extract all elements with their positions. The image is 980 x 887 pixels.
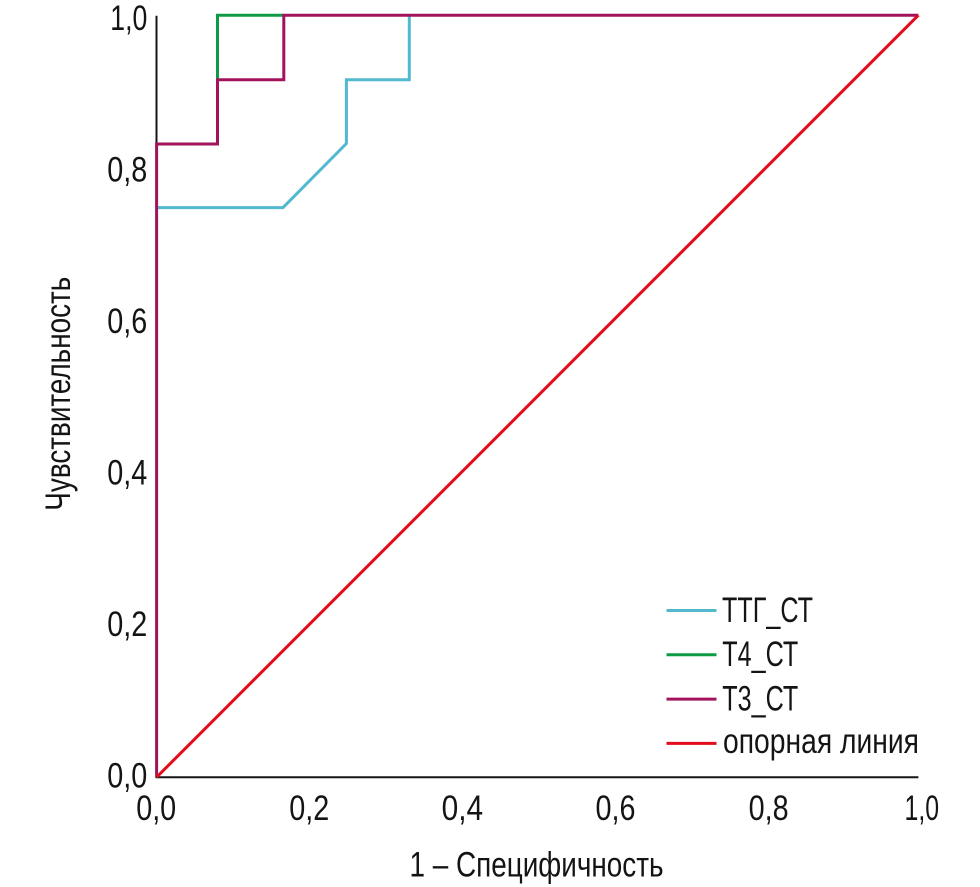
svg-text:Т3_СТ: Т3_СТ <box>722 679 798 719</box>
svg-text:1,0: 1,0 <box>905 788 940 828</box>
svg-text:0,8: 0,8 <box>107 149 147 189</box>
svg-text:0,8: 0,8 <box>749 788 789 828</box>
svg-text:0,0: 0,0 <box>136 788 176 828</box>
svg-text:Чувствительность: Чувствительность <box>38 277 78 511</box>
svg-text:опорная линия: опорная линия <box>723 721 919 761</box>
svg-text:0,2: 0,2 <box>107 604 147 644</box>
svg-text:0,6: 0,6 <box>107 301 147 341</box>
svg-text:1 – Специфичность: 1 – Специфичность <box>410 845 664 885</box>
svg-text:0,4: 0,4 <box>107 452 147 492</box>
svg-text:0,6: 0,6 <box>596 788 636 828</box>
svg-text:ТТГ_СТ: ТТГ_СТ <box>722 590 813 630</box>
svg-text:0,0: 0,0 <box>107 755 147 795</box>
svg-text:Т4_СТ: Т4_СТ <box>722 634 798 674</box>
svg-text:0,4: 0,4 <box>442 788 484 828</box>
svg-text:1,0: 1,0 <box>110 0 147 38</box>
svg-text:0,2: 0,2 <box>289 788 329 828</box>
